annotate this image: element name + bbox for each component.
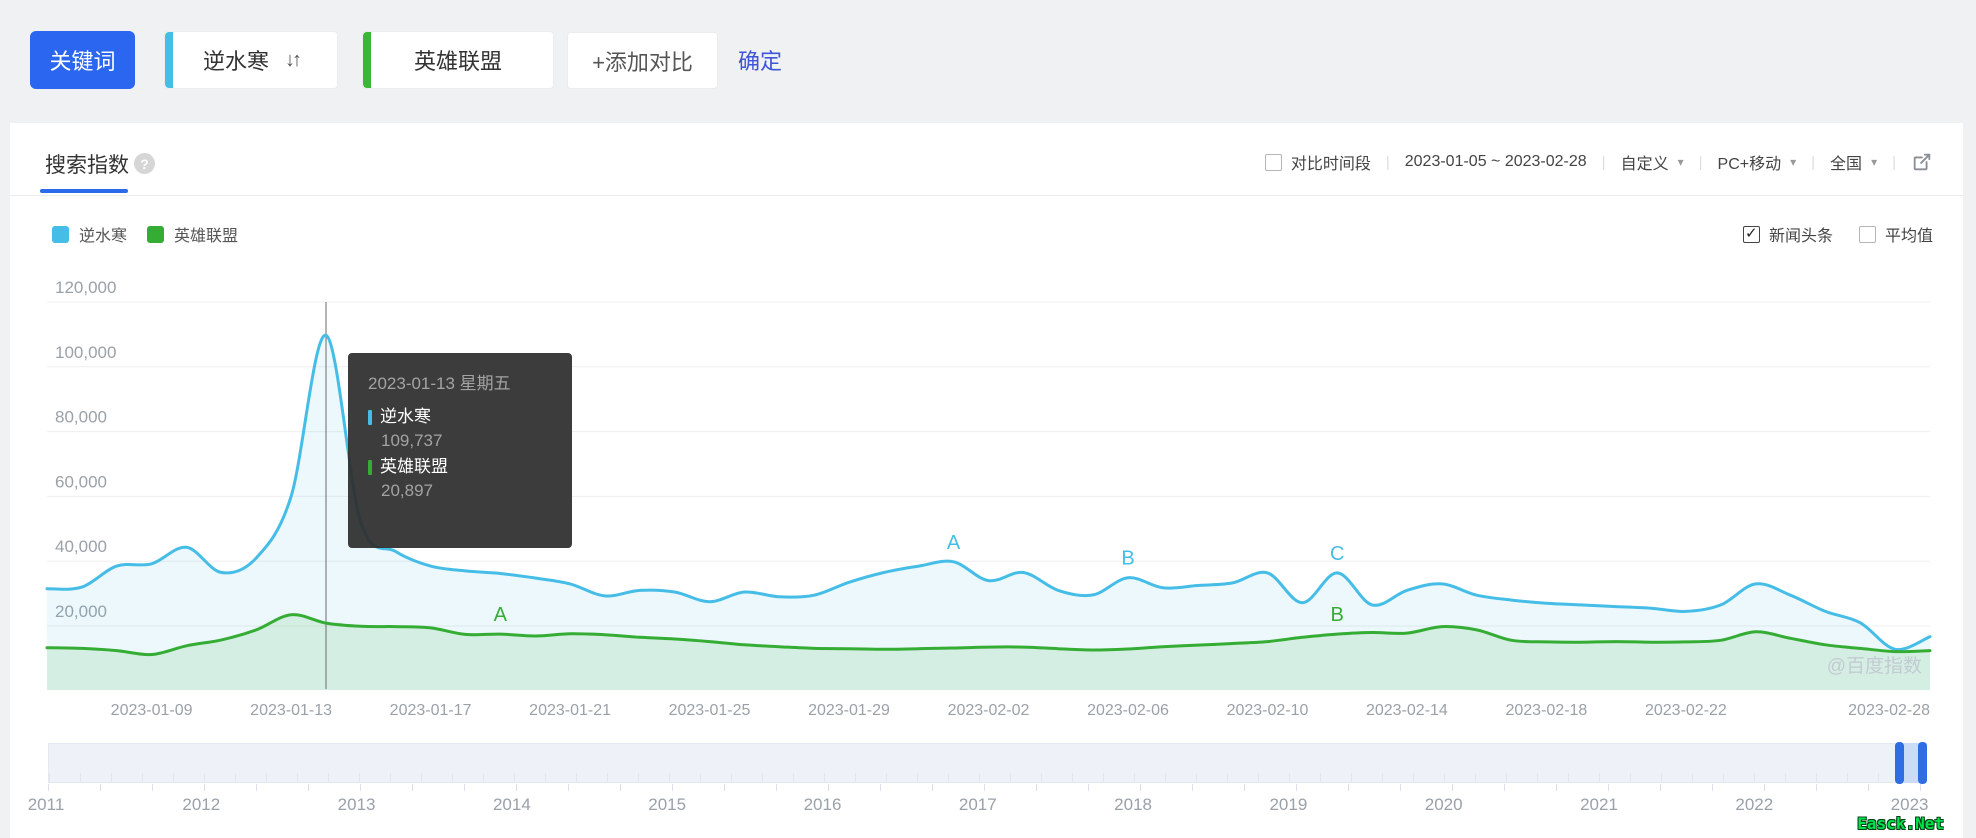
timeline-year-label: 2021 (1580, 795, 1618, 814)
tooltip-color-bar (368, 459, 372, 475)
keyword-tag-label: 逆水寒 (202, 49, 269, 74)
tooltip-series-name: 英雄联盟 (368, 455, 552, 479)
date-preset-value: 自定义 (1620, 156, 1669, 173)
chart-toggles: 新闻头条 平均值 (1742, 222, 1933, 246)
legend-label: 逆水寒 (79, 228, 128, 245)
keyword-button[interactable]: 关键词 (30, 31, 135, 89)
tooltip-date: 2023-01-13 星期五 (368, 374, 511, 393)
date-range[interactable]: 2023-01-05 ~ 2023-02-28 (1404, 153, 1587, 170)
timeline-year-label: 2019 (1269, 795, 1308, 814)
add-compare-button[interactable]: +添加对比 (567, 32, 718, 89)
search-index-panel (10, 123, 1963, 838)
legend-item[interactable]: 英雄联盟 (147, 222, 238, 246)
timeline-year-label: 2011 (27, 795, 65, 814)
site-watermark: Easck.Net (1857, 814, 1944, 833)
news-headlines-label: 新闻头条 (1768, 228, 1833, 245)
timeline-year-label: 2020 (1424, 795, 1463, 814)
timeline-year-label: 2015 (648, 795, 687, 814)
chevron-down-icon: ▾ (1871, 155, 1878, 169)
keyword-color-bar (165, 32, 173, 88)
device-dropdown[interactable]: PC+移动 ▾ (1718, 150, 1797, 174)
legend-label: 英雄联盟 (174, 228, 239, 245)
divider: | (1601, 153, 1606, 171)
timeline-year-label: 2023 (1890, 795, 1929, 814)
chevron-down-icon: ▾ (1790, 155, 1797, 169)
sort-arrows-icon[interactable]: ↓↑ (285, 48, 302, 71)
keyword-color-bar (363, 32, 371, 88)
timeline-left-handle[interactable] (1895, 742, 1904, 784)
timeline-year-axis: 2011 2012 2013 2014 2015 2016 2017 2018 2019 2020… (0, 795, 1976, 815)
timeline-year-label: 2022 (1735, 795, 1774, 814)
compare-period-toggle[interactable]: 对比时间段 (1264, 150, 1371, 174)
chart-legend: 逆水寒 英雄联盟 (52, 222, 238, 246)
divider: | (1698, 153, 1703, 171)
timeline-year-label: 2013 (337, 795, 376, 814)
tooltip-color-bar (368, 409, 372, 425)
timeline-year-label: 2014 (492, 795, 531, 814)
average-label: 平均值 (1884, 228, 1933, 245)
timeline-year-label: 2018 (1114, 795, 1153, 814)
chevron-down-icon: ▾ (1677, 155, 1684, 169)
help-icon[interactable]: ? (134, 153, 155, 174)
divider: | (1892, 153, 1896, 171)
chart-tooltip: 2023-01-13 星期五 逆水寒 109,737 英雄联盟 20,897 (348, 353, 572, 548)
average-checkbox[interactable] (1858, 225, 1876, 243)
keyword-tag-yingxionglianmeng[interactable]: 英雄联盟 (362, 31, 554, 89)
tooltip-series-name: 逆水寒 (368, 405, 552, 429)
tooltip-series-value: 109,737 (381, 431, 443, 450)
compare-period-label: 对比时间段 (1290, 156, 1371, 173)
external-link-icon[interactable] (1911, 151, 1933, 173)
news-headlines-checkbox[interactable] (1742, 224, 1760, 243)
compare-period-checkbox[interactable] (1264, 153, 1282, 171)
timeline-year-label: 2017 (958, 795, 997, 814)
page-title: 搜索指数 (45, 154, 129, 177)
timeline-right-handle[interactable] (1918, 742, 1927, 784)
average-toggle[interactable]: 平均值 (1858, 222, 1933, 246)
keyword-tag-nishuihan[interactable]: 逆水寒 ↓↑ (164, 31, 338, 89)
legend-swatch (147, 225, 165, 243)
timeline-year-label: 2012 (182, 795, 221, 814)
device-value: PC+移动 (1717, 156, 1782, 173)
divider: | (1385, 153, 1390, 171)
confirm-link[interactable]: 确定 (738, 49, 783, 74)
timeline-year-label: 2016 (803, 795, 842, 814)
legend-swatch (52, 225, 69, 243)
tooltip-series-value: 20,897 (381, 481, 433, 500)
legend-item[interactable]: 逆水寒 (52, 222, 127, 246)
timeline-navigator-track[interactable] (48, 743, 1927, 783)
date-preset-dropdown[interactable]: 自定义 ▾ (1621, 150, 1684, 174)
news-headlines-toggle[interactable]: 新闻头条 (1742, 222, 1833, 246)
timeline-ticks (48, 784, 1927, 791)
region-dropdown[interactable]: 全国 ▾ (1830, 150, 1877, 174)
divider: | (1811, 153, 1816, 171)
active-tab-underline (40, 189, 128, 193)
chart-controls: 对比时间段 | 2023-01-05 ~ 2023-02-28 | 自定义 ▾ … (1264, 149, 1933, 175)
keyword-tag-label: 英雄联盟 (413, 49, 502, 74)
timeline-selected-range[interactable] (1904, 743, 1919, 783)
header-divider (10, 195, 1963, 196)
region-value: 全国 (1830, 156, 1863, 173)
